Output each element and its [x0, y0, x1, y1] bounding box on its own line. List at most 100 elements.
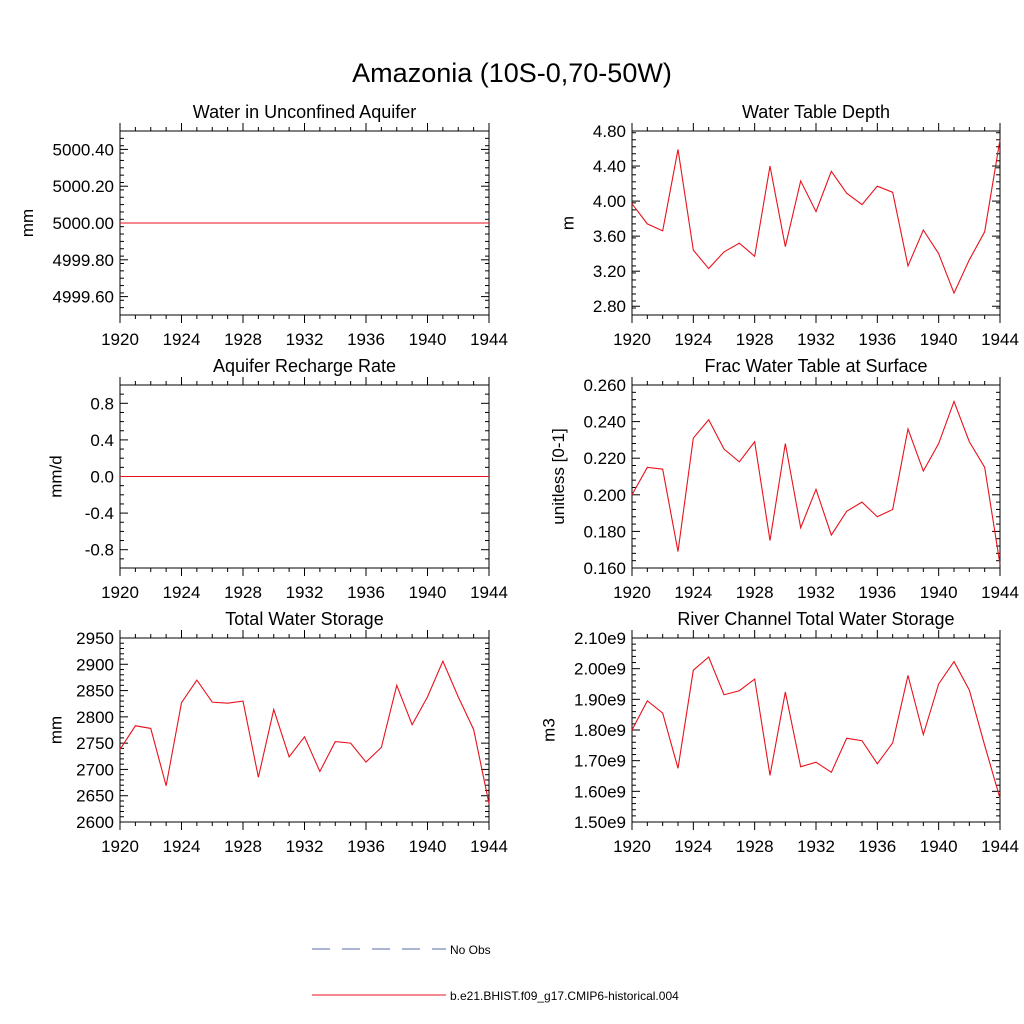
y-tick-label: 3.20	[593, 262, 626, 281]
x-tick-label: 1920	[101, 330, 139, 349]
panel-title: Aquifer Recharge Rate	[213, 356, 396, 376]
x-tick-label: 1928	[224, 583, 262, 602]
x-tick-label: 1940	[409, 583, 447, 602]
x-tick-label: 1924	[163, 330, 201, 349]
panel-title: River Channel Total Water Storage	[677, 609, 954, 629]
y-tick-label: 2850	[76, 682, 114, 701]
plot-frame	[631, 637, 1001, 823]
x-tick-label: 1924	[674, 837, 712, 856]
panel-title: Water Table Depth	[742, 102, 890, 122]
x-tick-label: 1944	[981, 330, 1019, 349]
x-tick-label: 1940	[920, 330, 958, 349]
panel-5: Total Water Storage 1920 1924 1928 1932 1936 1…	[47, 609, 508, 856]
y-tick-label: 4.00	[593, 192, 626, 211]
x-tick-label: 1944	[470, 330, 508, 349]
plot-frame	[119, 637, 490, 823]
x-tick-label: 1944	[981, 583, 1019, 602]
y-tick-label: 3.60	[593, 227, 626, 246]
x-tick-label: 1920	[613, 330, 651, 349]
x-tick-label: 1936	[347, 837, 385, 856]
x-tick-label: 1936	[347, 583, 385, 602]
y-tick-label: 0.260	[583, 376, 626, 395]
panel-1: Water in Unconfined Aquifer 1920 1924 1928 1…	[18, 102, 508, 349]
y-axis-label: mm	[18, 209, 37, 237]
x-tick-label: 1928	[224, 837, 262, 856]
x-tick-label: 1944	[470, 583, 508, 602]
x-tick-label: 1940	[920, 837, 958, 856]
y-tick-label: 0.220	[583, 449, 626, 468]
y-tick-label: 1.90e9	[574, 690, 626, 709]
x-tick-label: 1928	[224, 330, 262, 349]
x-tick-label: 1936	[347, 330, 385, 349]
x-tick-label: 1920	[101, 583, 139, 602]
x-tick-label: 1924	[163, 583, 201, 602]
x-tick-label: 1940	[409, 330, 447, 349]
y-axis-label: m3	[539, 718, 558, 742]
y-axis-label: mm	[47, 716, 66, 744]
y-tick-label: 2900	[76, 655, 114, 674]
x-tick-label: 1920	[101, 837, 139, 856]
panel-title: Frac Water Table at Surface	[704, 356, 927, 376]
y-tick-label: 2700	[76, 760, 114, 779]
y-tick-label: 4999.60	[53, 288, 114, 307]
x-tick-label: 1944	[981, 837, 1019, 856]
x-tick-label: 1936	[858, 330, 896, 349]
y-axis-label: unitless [0-1]	[549, 428, 568, 524]
x-tick-label: 1940	[920, 583, 958, 602]
y-tick-label: 0.200	[583, 486, 626, 505]
panel-4: Frac Water Table at Surface 1920 1924 1928 1…	[549, 356, 1019, 602]
y-tick-label: 2650	[76, 787, 114, 806]
x-tick-label: 1940	[409, 837, 447, 856]
panel-3: Aquifer Recharge Rate 1920 1924 1928 1932 193…	[47, 356, 508, 602]
y-tick-label: 4999.80	[53, 251, 114, 270]
x-tick-label: 1924	[674, 330, 712, 349]
x-tick-label: 1924	[163, 837, 201, 856]
x-tick-label: 1932	[286, 583, 324, 602]
y-tick-label: 1.70e9	[574, 752, 626, 771]
panel-title: Water in Unconfined Aquifer	[193, 102, 416, 122]
y-tick-label: 0.180	[583, 522, 626, 541]
x-tick-label: 1924	[674, 583, 712, 602]
plot-frame	[631, 384, 1001, 569]
y-axis-label: m	[559, 216, 578, 230]
x-tick-label: 1932	[286, 330, 324, 349]
legend-label-model: b.e21.BHIST.f09_g17.CMIP6-historical.004	[450, 989, 679, 1003]
figure-title: Amazonia (10S-0,70-50W)	[352, 58, 672, 88]
y-tick-label: -0.8	[85, 541, 114, 560]
y-tick-label: 5000.40	[53, 140, 114, 159]
y-tick-label: 2.00e9	[574, 660, 626, 679]
y-tick-label: 0.160	[583, 559, 626, 578]
y-tick-label: 1.50e9	[574, 813, 626, 832]
panel-6: River Channel Total Water Storage 1920 192…	[539, 609, 1019, 856]
series-line	[631, 656, 1001, 799]
series-line	[631, 399, 1001, 565]
legend: No Obs b.e21.BHIST.f09_g17.CMIP6-historic…	[312, 943, 679, 1003]
y-tick-label: 2950	[76, 629, 114, 648]
x-tick-label: 1936	[858, 583, 896, 602]
x-tick-label: 1920	[613, 583, 651, 602]
y-tick-label: 2600	[76, 813, 114, 832]
x-tick-label: 1944	[470, 837, 508, 856]
y-tick-label: 0.4	[90, 431, 114, 450]
y-tick-label: 4.80	[593, 122, 626, 141]
x-tick-label: 1928	[736, 330, 774, 349]
y-tick-label: 2800	[76, 708, 114, 727]
panel-2: Water Table Depth 1920 1924 1928 1932 1936 194…	[559, 102, 1019, 349]
y-axis-label: mm/d	[47, 455, 66, 498]
x-tick-label: 1936	[858, 837, 896, 856]
y-tick-label: 0.0	[90, 468, 114, 487]
y-tick-label: -0.4	[85, 504, 114, 523]
y-tick-label: 2.10e9	[574, 629, 626, 648]
x-tick-label: 1920	[613, 837, 651, 856]
y-tick-label: 5000.00	[53, 214, 114, 233]
panels-group: Water in Unconfined Aquifer 1920 1924 1928 1…	[18, 102, 1019, 856]
x-tick-label: 1932	[797, 330, 835, 349]
y-tick-label: 2.80	[593, 297, 626, 316]
x-tick-label: 1932	[286, 837, 324, 856]
x-tick-label: 1928	[736, 837, 774, 856]
panel-title: Total Water Storage	[225, 609, 383, 629]
y-tick-label: 0.8	[90, 394, 114, 413]
y-tick-label: 2750	[76, 734, 114, 753]
y-tick-label: 0.240	[583, 413, 626, 432]
